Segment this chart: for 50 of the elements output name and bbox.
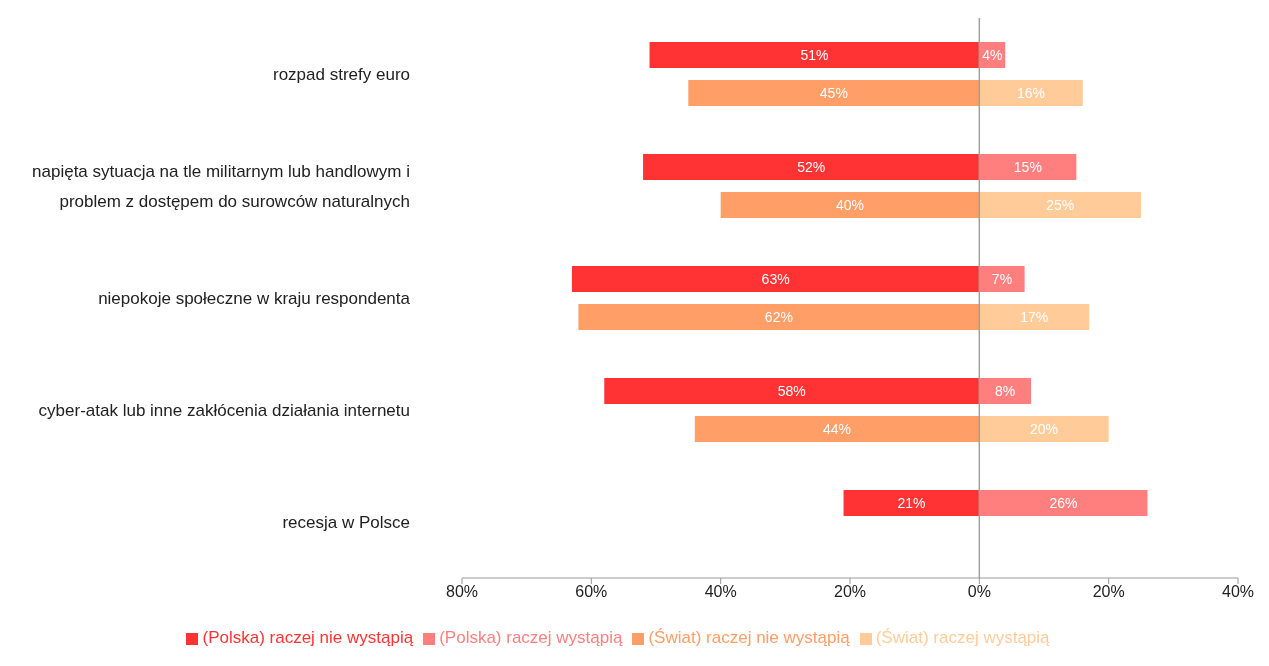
x-tick-label: 0% — [967, 583, 991, 601]
data-label: 62% — [764, 308, 793, 325]
legend-label: (Polska) raczej nie wystąpią — [202, 628, 414, 647]
data-label: 21% — [897, 494, 926, 511]
x-tick-label: 20% — [833, 583, 867, 601]
bar — [979, 154, 1077, 180]
data-label: 45% — [819, 84, 848, 101]
data-label: 20% — [1029, 420, 1059, 437]
data-label: 8% — [995, 382, 1016, 399]
x-tick-label: 40% — [704, 583, 737, 601]
data-label: 51% — [800, 46, 829, 63]
y-tick-label: recesja w Polsce — [282, 512, 410, 532]
y-tick-label: niepokoje społeczne w kraju respondenta — [98, 288, 411, 308]
bar — [688, 80, 980, 106]
x-tick-label: 60% — [575, 583, 608, 601]
x-tick-label: 40% — [1221, 583, 1255, 601]
bar — [694, 416, 980, 442]
data-label: 7% — [991, 270, 1013, 287]
data-label: 40% — [835, 196, 865, 213]
data-label: 52% — [797, 158, 826, 175]
bar — [979, 266, 1025, 292]
data-label: 63% — [761, 270, 790, 287]
data-label: 26% — [1049, 494, 1078, 511]
data-label: 58% — [777, 382, 806, 399]
y-tick-label: rozpad strefy euro — [272, 64, 410, 84]
legend-label: (Świat) raczej wystąpią — [875, 628, 1050, 647]
bar — [843, 490, 980, 516]
data-label: 44% — [823, 420, 852, 437]
bar — [979, 490, 1148, 516]
bar — [643, 154, 980, 180]
data-label: 17% — [1020, 308, 1049, 325]
bar — [979, 192, 1141, 218]
data-label: 4% — [982, 46, 1003, 63]
bar — [649, 42, 980, 68]
bar — [604, 378, 980, 404]
x-tick-label: 20% — [1092, 583, 1125, 601]
data-label: 16% — [1017, 84, 1046, 101]
legend-label: (Świat) raczej nie wystąpią — [648, 628, 850, 647]
y-tick-label: cyber-atak lub inne zakłócenia działania internetu — [38, 400, 410, 420]
bar — [979, 416, 1109, 442]
data-label: 15% — [1013, 158, 1042, 175]
bar — [979, 80, 1083, 106]
y-tick-label: napięta sytuacja na tle militarnym lub handlowym i problem z dostępem do surowców naturalnych — [32, 161, 410, 211]
bar — [571, 266, 980, 292]
data-label: 25% — [1046, 196, 1075, 213]
x-tick-label: 80% — [445, 583, 479, 601]
bar — [720, 192, 980, 218]
bar — [979, 304, 1090, 330]
bar — [578, 304, 980, 330]
legend-label: (Polska) raczej wystąpią — [439, 628, 623, 647]
